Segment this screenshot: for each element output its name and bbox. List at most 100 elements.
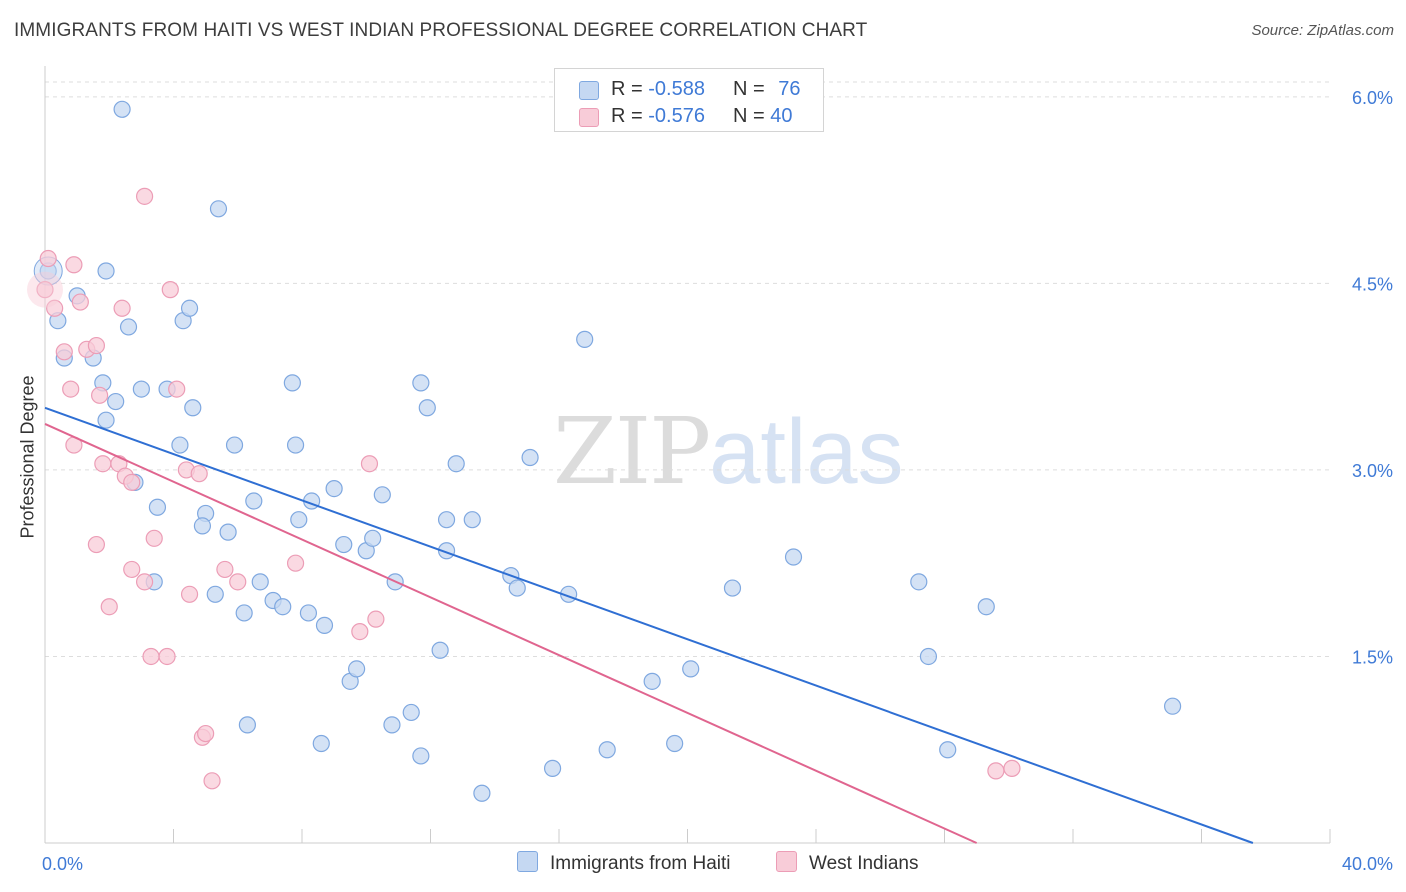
- west-indian-point: [65, 256, 83, 274]
- west-indians-legend-swatch: [776, 851, 797, 872]
- west-indian-point: [142, 647, 160, 666]
- haiti-point: [225, 436, 244, 454]
- y-tick-label: 1.5%: [1352, 647, 1393, 667]
- haiti-point: [290, 511, 308, 529]
- haiti-legend-swatch: [517, 851, 538, 872]
- haiti-point: [723, 579, 742, 597]
- haiti-point: [521, 448, 539, 467]
- west-indian-cluster-point: [27, 271, 63, 308]
- legend-item-haiti[interactable]: Immigrants from Haiti: [517, 851, 731, 875]
- west-indian-point: [367, 610, 385, 628]
- x-tick-label: 40.0%: [1342, 854, 1393, 874]
- legend-item-west-indians[interactable]: West Indians: [776, 851, 918, 875]
- haiti-point: [373, 486, 391, 504]
- west-indian-point: [55, 343, 73, 361]
- watermark-zip: ZIP: [553, 398, 711, 505]
- haiti-point: [184, 399, 202, 417]
- haiti-point: [132, 380, 150, 398]
- west-indian-point: [113, 299, 131, 317]
- haiti-point: [364, 529, 382, 547]
- haiti-point: [447, 455, 465, 473]
- haiti-point: [977, 598, 995, 616]
- haiti-legend-label: Immigrants from Haiti: [550, 853, 731, 874]
- haiti-point: [682, 660, 700, 678]
- haiti-point: [418, 399, 436, 417]
- west-indians-swatch: [579, 108, 599, 127]
- west-indian-point: [135, 573, 154, 591]
- haiti-point: [431, 641, 449, 659]
- haiti-point: [283, 374, 301, 392]
- west-indian-point: [351, 622, 369, 641]
- y-tick-label: 4.5%: [1352, 274, 1393, 294]
- haiti-point: [97, 262, 115, 280]
- west-indian-point: [87, 535, 106, 554]
- west-indian-point: [168, 380, 186, 398]
- legend-row-haiti: R = -0.588 N = 76: [555, 75, 823, 103]
- haiti-point: [463, 511, 481, 529]
- haiti-point: [383, 716, 401, 734]
- west-indians-r: R = -0.576: [611, 105, 705, 127]
- haiti-points: [33, 100, 1182, 802]
- haiti-point: [643, 672, 661, 690]
- series-legend: Immigrants from Haiti West Indians: [0, 851, 1406, 879]
- west-indian-point: [216, 560, 234, 579]
- haiti-point: [299, 604, 318, 622]
- haiti-point: [437, 511, 456, 529]
- west-indian-point: [360, 455, 379, 473]
- west-indian-point: [145, 529, 163, 547]
- haiti-point: [206, 585, 224, 603]
- haiti-point: [412, 374, 430, 392]
- haiti-point: [315, 616, 334, 634]
- haiti-point: [119, 318, 138, 336]
- trend-lines: [44, 406, 1254, 844]
- west-indian-point: [135, 187, 154, 205]
- source-attribution: Source: ZipAtlas.com: [1251, 22, 1394, 39]
- west-indian-point: [46, 299, 64, 317]
- correlation-legend: R = -0.588 N = 76 R = -0.576 N = 40: [554, 68, 824, 132]
- haiti-point: [107, 392, 125, 411]
- y-tick-label: 3.0%: [1352, 461, 1393, 481]
- west-indian-point: [123, 560, 141, 579]
- haiti-point: [666, 734, 684, 753]
- west-indian-point: [39, 249, 57, 268]
- haiti-point: [348, 660, 366, 678]
- chart-title: IMMIGRANTS FROM HAITI VS WEST INDIAN PRO…: [14, 20, 868, 41]
- west-indian-point: [197, 724, 215, 743]
- y-tick-label: 6.0%: [1352, 88, 1393, 108]
- haiti-point: [919, 647, 938, 666]
- watermark-atlas: atlas: [709, 401, 904, 503]
- west-indian-point: [123, 473, 141, 491]
- west-indian-point: [161, 281, 179, 299]
- haiti-point: [274, 598, 292, 616]
- west-indian-point: [203, 772, 221, 790]
- gridlines: [45, 81, 1330, 657]
- haiti-point: [402, 703, 420, 722]
- haiti-n: N = 76: [733, 78, 801, 100]
- haiti-point: [238, 716, 256, 734]
- haiti-point: [325, 479, 343, 498]
- west-indian-point: [180, 585, 199, 603]
- west-indian-point: [286, 554, 305, 572]
- haiti-point: [910, 573, 928, 591]
- west-indian-points: [27, 187, 1021, 790]
- haiti-point: [784, 548, 803, 566]
- haiti-point: [335, 535, 353, 554]
- zipatlas-watermark: ZIPatlas: [553, 398, 904, 505]
- haiti-point: [171, 436, 189, 454]
- west-indian-point: [190, 465, 208, 483]
- haiti-swatch: [579, 81, 599, 100]
- haiti-point: [193, 517, 212, 535]
- haiti-point: [312, 734, 330, 753]
- west-indian-point: [94, 455, 112, 473]
- haiti-point: [148, 498, 167, 516]
- haiti-point: [235, 604, 253, 622]
- haiti-point: [286, 436, 305, 454]
- legend-row-west-indians: R = -0.576 N = 40: [555, 102, 823, 130]
- haiti-point: [508, 579, 526, 597]
- haiti-point: [939, 741, 957, 759]
- haiti-r: R = -0.588: [611, 78, 705, 100]
- haiti-point: [473, 784, 491, 802]
- haiti-point: [180, 299, 199, 317]
- west-indian-point: [87, 336, 106, 355]
